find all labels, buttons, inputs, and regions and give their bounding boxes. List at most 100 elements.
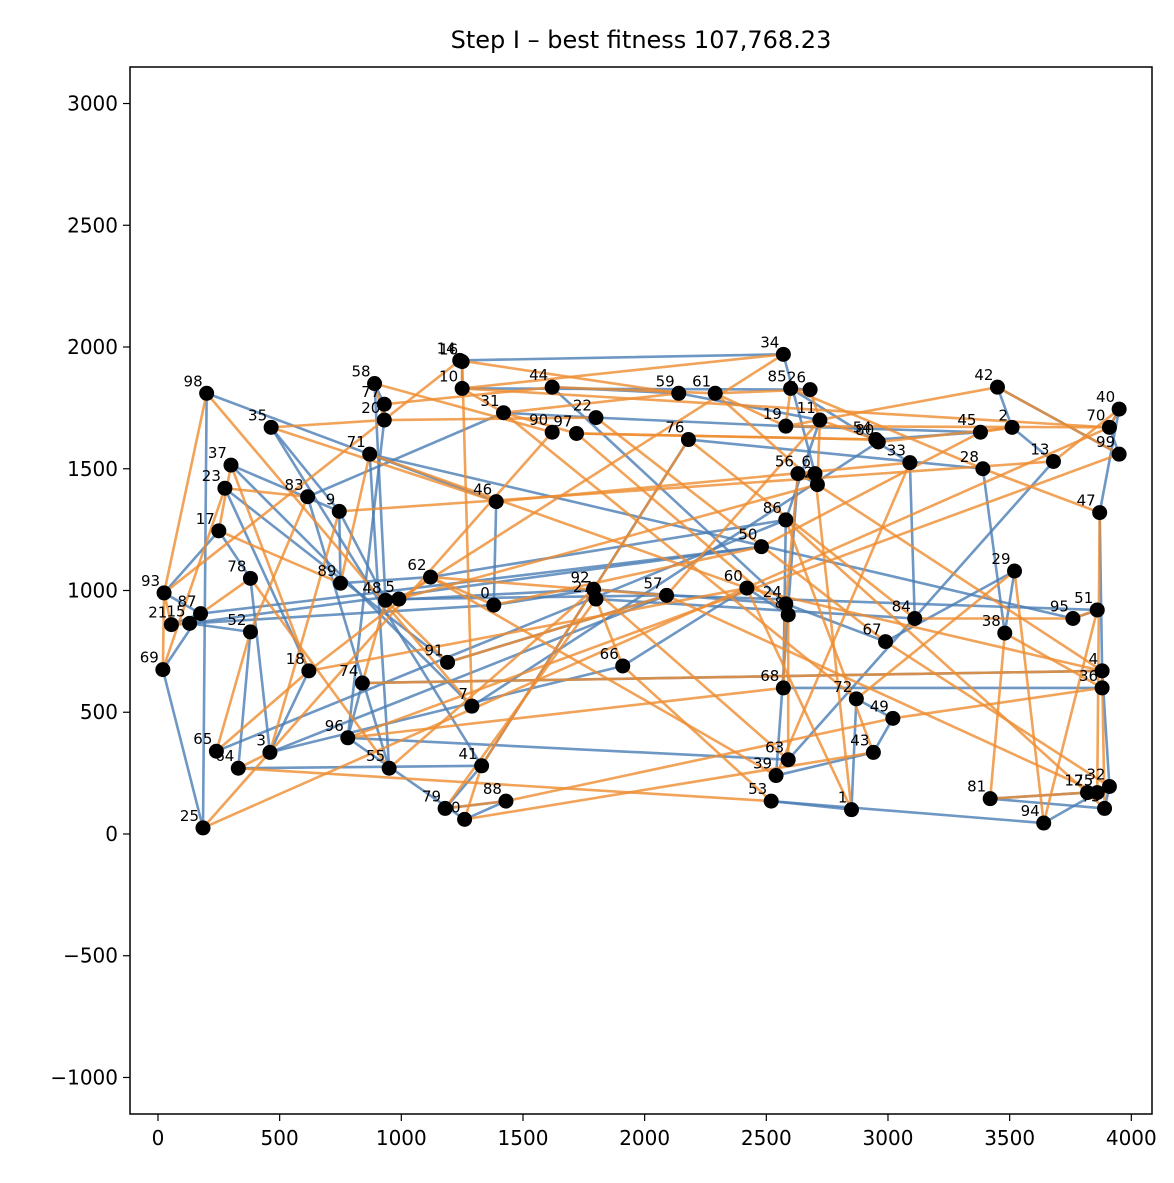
route-orange-segment [550,385,717,395]
city-node-4 [1094,663,1110,679]
city-node-43 [865,744,881,760]
route-orange-segment [463,764,483,821]
route-orange-segment [745,586,1104,673]
y-tick-label: 2000 [67,335,118,359]
city-label-18: 18 [286,650,305,668]
city-label-29: 29 [991,550,1010,568]
route-orange-segment [1042,608,1099,825]
city-label-54: 54 [853,419,872,437]
city-label-42: 42 [974,366,993,384]
city-node-7 [464,698,480,714]
route-orange-segment [855,569,1016,701]
city-label-9: 9 [326,490,336,508]
city-node-23 [217,480,233,496]
city-node-37 [223,457,239,473]
city-node-55 [381,760,397,776]
route-orange-segment [199,577,252,615]
route-orange-segment [594,597,625,668]
city-label-3: 3 [256,731,266,749]
route-orange-segment [162,359,462,595]
route-blue-segment [269,426,341,513]
city-label-87: 87 [177,593,196,611]
city-label-97: 97 [553,412,572,430]
city-label-10: 10 [439,367,458,385]
city-node-65 [208,743,224,759]
city-label-57: 57 [643,574,662,592]
route-orange-segment [876,426,1014,444]
city-label-53: 53 [748,780,767,798]
city-label-35: 35 [248,406,267,424]
route-blue-segment [337,510,387,602]
route-orange-segment [460,387,505,415]
route-orange-segment [161,486,227,671]
city-node-11 [812,412,828,428]
route-orange-segment [665,594,1099,794]
route-orange-segment [665,418,822,597]
city-node-44 [544,379,560,395]
city-node-20 [376,412,392,428]
city-node-5 [391,591,407,607]
city-label-64: 64 [215,747,234,765]
city-node-10 [454,380,470,396]
city-node-47 [1092,505,1108,521]
city-node-52 [242,624,258,640]
city-label-27: 27 [573,578,592,596]
y-tick-label: 1000 [67,579,118,603]
route-blue-segment [492,500,498,607]
route-orange-segment [996,385,1121,456]
y-tick-label: 500 [80,700,118,724]
city-label-26: 26 [787,369,806,387]
route-orange-segment [443,799,508,810]
route-orange-segment [205,391,474,708]
city-label-65: 65 [193,730,212,748]
city-node-98 [199,385,215,401]
route-orange-segment [784,518,875,754]
city-label-89: 89 [317,562,336,580]
route-blue-segment [687,438,985,471]
route-orange-segment [713,391,788,428]
route-blue-segment [229,463,474,708]
city-label-48: 48 [362,579,381,597]
route-lines [161,353,1121,830]
city-node-78 [242,570,258,586]
city-label-79: 79 [422,787,441,805]
route-blue-segment [850,697,858,811]
city-node-17 [211,523,227,539]
route-orange-segment [492,545,763,607]
city-label-70: 70 [1086,406,1105,424]
route-orange-segment [215,630,252,753]
city-label-21: 21 [148,604,167,622]
route-orange-segment [249,577,391,770]
route-orange-segment [346,686,785,740]
route-orange-segment [1013,569,1046,825]
city-label-78: 78 [227,557,246,575]
city-label-55: 55 [366,747,385,765]
city-node-74 [354,675,370,691]
city-label-68: 68 [760,667,779,685]
city-label-73: 73 [1081,787,1100,805]
city-node-41 [474,758,490,774]
city-label-76: 76 [665,419,684,437]
city-label-44: 44 [529,366,548,384]
route-orange-segment [988,791,1089,800]
route-blue-segment [346,418,386,740]
route-blue-segment [1003,569,1016,635]
city-label-63: 63 [765,739,784,757]
city-node-75 [1089,785,1105,801]
route-orange-segment [339,452,371,585]
route-orange-segment [229,463,311,673]
city-node-69 [155,662,171,678]
city-node-61 [707,385,723,401]
city-label-1: 1 [838,789,848,807]
route-blue-segment [908,461,917,620]
city-node-19 [778,418,794,434]
y-tick-label: 2500 [67,213,118,237]
city-label-25: 25 [180,807,199,825]
route-blue-segment [249,577,272,754]
route-orange-segment [269,418,386,429]
route-orange-segment [502,391,681,415]
route-blue-segment [205,391,498,503]
city-node-77 [376,396,392,412]
city-node-97 [569,425,585,441]
